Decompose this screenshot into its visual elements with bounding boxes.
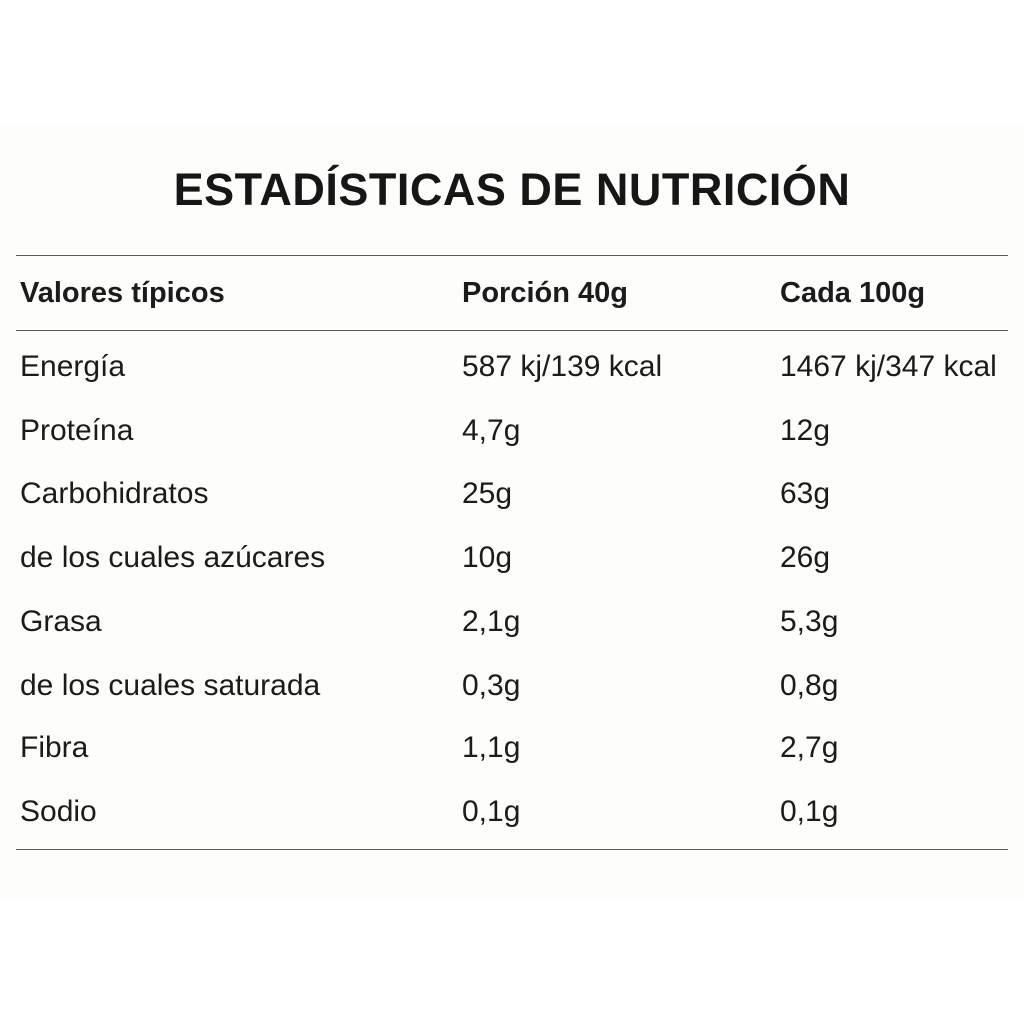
portion-value: 0,3g — [462, 669, 521, 702]
per-100g-value: 63g — [780, 477, 831, 510]
header-typical-values: Valores típicos — [20, 277, 225, 309]
nutrient-name: Sodio — [20, 795, 97, 828]
per-100g-value: 5,3g — [780, 605, 839, 638]
portion-value: 587 kj/139 kcal — [462, 350, 663, 383]
per-100g-value: 2,7g — [780, 731, 839, 764]
nutrient-name: Grasa — [20, 605, 102, 638]
portion-value: 1,1g — [462, 731, 521, 764]
nutrient-name: Proteína — [20, 414, 134, 447]
per-100g-value: 0,1g — [780, 795, 839, 828]
nutrient-name: de los cuales azúcares — [20, 541, 326, 574]
nutrient-name: de los cuales saturada — [20, 669, 321, 702]
portion-value: 4,7g — [462, 414, 521, 447]
header-portion: Porción 40g — [462, 277, 628, 309]
per-100g-value: 1467 kj/347 kcal — [780, 350, 997, 383]
header-divider — [16, 330, 1008, 331]
nutrient-name: Energía — [20, 350, 126, 383]
header-per-100g: Cada 100g — [780, 277, 926, 309]
per-100g-value: 0,8g — [780, 669, 839, 702]
nutrient-name: Fibra — [20, 731, 89, 764]
portion-value: 0,1g — [462, 795, 521, 828]
per-100g-value: 26g — [780, 541, 831, 574]
bottom-divider — [16, 849, 1008, 850]
per-100g-value: 12g — [780, 414, 831, 447]
nutrient-name: Carbohidratos — [20, 477, 209, 510]
portion-value: 2,1g — [462, 605, 521, 638]
nutrition-panel — [0, 124, 1024, 898]
portion-value: 10g — [462, 541, 513, 574]
top-divider — [16, 255, 1008, 256]
portion-value: 25g — [462, 477, 513, 510]
page-title: ESTADÍSTICAS DE NUTRICIÓN — [173, 164, 851, 215]
